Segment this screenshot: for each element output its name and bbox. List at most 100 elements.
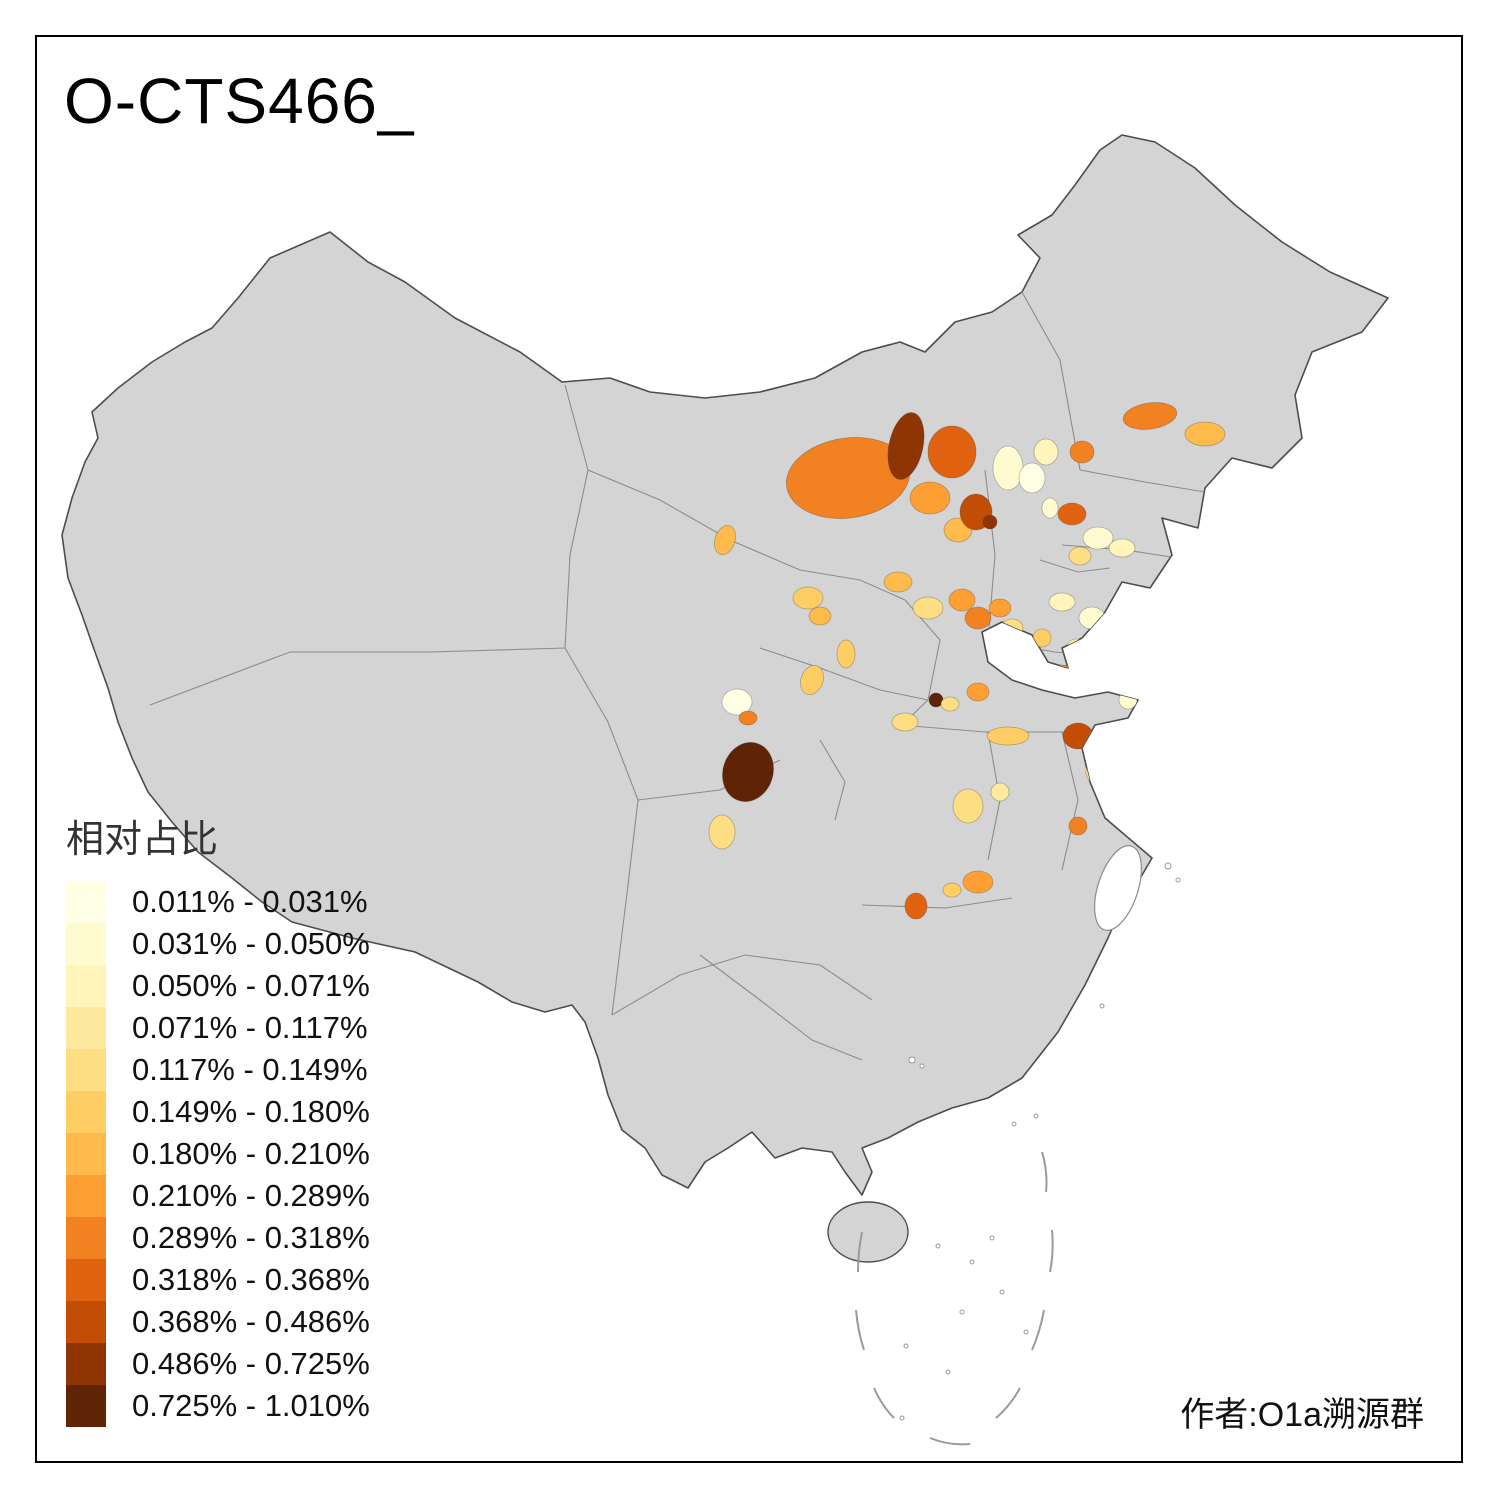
- region-patch: [891, 712, 919, 732]
- region-patch: [952, 788, 984, 824]
- region-patch: [721, 688, 753, 716]
- china-mainland-outline: [61, 134, 1389, 1196]
- region-patch: [940, 696, 960, 712]
- legend-item: 0.071% - 0.117%: [66, 1007, 370, 1049]
- region-patch: [990, 782, 1010, 802]
- legend-range-label: 0.050% - 0.071%: [132, 968, 370, 1003]
- region-patch: [1078, 606, 1106, 630]
- region-patch: [909, 481, 951, 515]
- region-patch: [1048, 592, 1076, 612]
- legend-color-swatch: [66, 1259, 106, 1301]
- legend-range-label: 0.031% - 0.050%: [132, 926, 370, 961]
- region-patch: [1062, 722, 1094, 750]
- legend-item: 0.368% - 0.486%: [66, 1301, 370, 1343]
- region-patch: [1069, 440, 1095, 464]
- legend-color-swatch: [66, 1301, 106, 1343]
- region-patch: [1033, 438, 1059, 466]
- region-patch: [1082, 526, 1114, 550]
- region-patch: [1106, 630, 1138, 674]
- region-patch: [883, 571, 913, 593]
- region-patch: [1008, 636, 1036, 664]
- legend-color-swatch: [66, 1007, 106, 1049]
- legend-range-label: 0.368% - 0.486%: [132, 1304, 370, 1339]
- legend-item: 0.210% - 0.289%: [66, 1175, 370, 1217]
- legend-color-swatch: [66, 1049, 106, 1091]
- legend-color-swatch: [66, 1343, 106, 1385]
- legend-item: 0.011% - 0.031%: [66, 881, 370, 923]
- region-patch: [1018, 462, 1046, 494]
- legend-item: 0.318% - 0.368%: [66, 1259, 370, 1301]
- legend-range-label: 0.149% - 0.180%: [132, 1094, 370, 1129]
- region-patch: [738, 710, 758, 726]
- legend-color-swatch: [66, 1091, 106, 1133]
- author-credit: 作者:O1a溯源群: [1180, 1396, 1424, 1434]
- legend-item: 0.117% - 0.149%: [66, 1049, 370, 1091]
- coastal-islands: [899, 862, 1181, 1421]
- region-patch: [808, 606, 832, 626]
- region-patch: [992, 445, 1024, 491]
- region-patch: [927, 425, 977, 479]
- region-patch: [986, 726, 1030, 746]
- region-patch: [1130, 616, 1150, 640]
- legend-color-swatch: [66, 881, 106, 923]
- region-patch: [722, 742, 774, 802]
- region-patch: [887, 412, 925, 480]
- region-patch: [1096, 744, 1120, 772]
- region-patch: [1000, 618, 1024, 638]
- region-patch: [1068, 816, 1088, 836]
- legend-range-label: 0.117% - 0.149%: [132, 1052, 368, 1087]
- region-patch: [1032, 628, 1052, 648]
- legend-range-label: 0.011% - 0.031%: [132, 884, 368, 919]
- region-patch: [1085, 760, 1105, 784]
- legend-title: 相对占比: [66, 819, 219, 861]
- legend-color-swatch: [66, 1217, 106, 1259]
- legend-range-label: 0.486% - 0.725%: [132, 1346, 370, 1381]
- region-patch: [714, 525, 736, 555]
- region-patch: [792, 586, 824, 610]
- region-patch: [1108, 538, 1136, 558]
- legend-color-swatch: [66, 1133, 106, 1175]
- region-patch: [836, 639, 856, 669]
- region-patch: [1046, 664, 1078, 688]
- legend-item: 0.050% - 0.071%: [66, 965, 370, 1007]
- legend-range-label: 0.180% - 0.210%: [132, 1136, 370, 1171]
- region-patch: [966, 682, 990, 702]
- region-patch: [800, 665, 824, 695]
- legend: 相对占比 0.011% - 0.031% 0.031% - 0.050% 0.0…: [66, 808, 370, 1427]
- region-patch: [904, 892, 928, 920]
- region-patch: [982, 514, 998, 530]
- legend-range-label: 0.289% - 0.318%: [132, 1220, 370, 1255]
- region-patch: [1068, 546, 1092, 566]
- legend-range-label: 0.210% - 0.289%: [132, 1178, 370, 1213]
- region-patch: [962, 870, 994, 894]
- taiwan-island: [1094, 845, 1142, 931]
- region-patch: [1057, 502, 1087, 526]
- region-patch: [988, 598, 1012, 618]
- legend-range-label: 0.725% - 1.010%: [132, 1388, 370, 1423]
- legend-range-label: 0.318% - 0.368%: [132, 1262, 370, 1297]
- region-patch: [1118, 690, 1138, 710]
- region-patch: [942, 882, 962, 898]
- legend-rows: 0.011% - 0.031% 0.031% - 0.050% 0.050% -…: [66, 881, 370, 1427]
- region-patch: [708, 814, 736, 850]
- legend-item: 0.180% - 0.210%: [66, 1133, 370, 1175]
- legend-color-swatch: [66, 965, 106, 1007]
- legend-color-swatch: [66, 923, 106, 965]
- south-china-sea-dash-line: [855, 1151, 1054, 1446]
- region-patch: [1184, 421, 1226, 447]
- legend-item: 0.725% - 1.010%: [66, 1385, 370, 1427]
- legend-color-swatch: [66, 1385, 106, 1427]
- region-patch: [948, 588, 976, 612]
- legend-range-label: 0.071% - 0.117%: [132, 1010, 368, 1045]
- region-patch: [912, 596, 944, 620]
- region-patch: [964, 606, 992, 630]
- region-patch: [1041, 497, 1059, 519]
- legend-item: 0.031% - 0.050%: [66, 923, 370, 965]
- region-patch: [1122, 402, 1178, 430]
- hainan-island: [827, 1201, 909, 1263]
- legend-item: 0.149% - 0.180%: [66, 1091, 370, 1133]
- legend-item: 0.289% - 0.318%: [66, 1217, 370, 1259]
- map-title: O-CTS466_: [64, 65, 415, 137]
- legend-color-swatch: [66, 1175, 106, 1217]
